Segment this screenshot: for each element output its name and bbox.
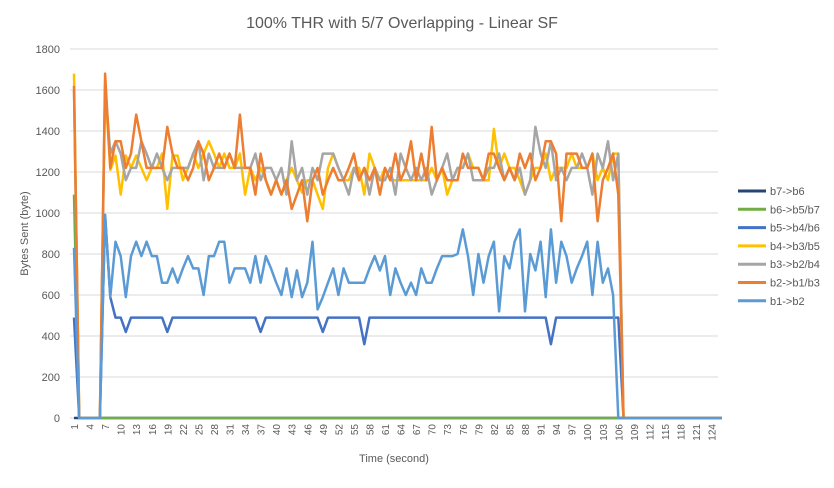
x-tick-label-16: 16 (148, 424, 159, 436)
y-axis-label: Bytes Sent (byte) (19, 191, 31, 275)
x-tick-label-124: 124 (708, 424, 719, 441)
series-line-6 (72, 213, 722, 420)
x-tick-label-22: 22 (179, 424, 190, 436)
x-tick-label-37: 37 (257, 424, 268, 436)
x-tick-label-52: 52 (334, 424, 345, 436)
x-tick-label-82: 82 (490, 424, 501, 436)
legend-label-5: b2->b1/b3 (770, 278, 820, 290)
x-tick-label-34: 34 (241, 424, 252, 436)
x-tick-label-40: 40 (272, 424, 283, 436)
y-tick-label-1600: 1600 (36, 85, 60, 97)
x-tick-label-58: 58 (365, 424, 376, 436)
y-tick-label-800: 800 (42, 249, 60, 261)
x-tick-label-88: 88 (521, 424, 532, 436)
series-line-5 (72, 72, 722, 420)
gridlines (70, 48, 718, 419)
series-lines (72, 72, 722, 420)
x-tick-label-43: 43 (288, 424, 299, 436)
chart-title: 100% THR with 5/7 Overlapping - Linear S… (246, 15, 558, 32)
x-tick-label-4: 4 (86, 424, 97, 430)
x-tick-label-1: 1 (70, 424, 81, 430)
x-tick-label-106: 106 (614, 424, 625, 441)
legend-label-2: b5->b4/b6 (770, 223, 820, 235)
series-line-3 (72, 73, 722, 420)
x-tick-label-109: 109 (630, 424, 641, 441)
series-line-4 (72, 84, 722, 420)
x-tick-label-97: 97 (568, 424, 579, 436)
x-tick-label-31: 31 (226, 424, 237, 436)
y-tick-label-1400: 1400 (36, 126, 60, 138)
y-tick-label-1000: 1000 (36, 208, 60, 220)
y-tick-label-1800: 1800 (36, 44, 60, 56)
x-tick-label-112: 112 (645, 424, 656, 440)
y-tick-label-600: 600 (42, 290, 60, 302)
x-tick-label-61: 61 (381, 424, 392, 436)
y-tick-label-0: 0 (54, 413, 60, 425)
x-tick-label-85: 85 (505, 424, 516, 436)
x-tick-label-46: 46 (303, 424, 314, 436)
x-tick-label-28: 28 (210, 424, 221, 436)
y-axis-ticks: 0 200 400 600 800 1000 1200 1400 1600 1800 (36, 44, 60, 425)
x-axis-label: Time (second) (359, 453, 429, 465)
x-tick-label-118: 118 (677, 424, 688, 440)
x-tick-label-10: 10 (117, 424, 128, 436)
x-tick-label-67: 67 (412, 424, 423, 436)
y-tick-label-400: 400 (42, 331, 60, 343)
x-tick-label-25: 25 (194, 424, 205, 436)
legend-label-4: b3->b2/b4 (770, 259, 820, 271)
legend-label-3: b4->b3/b5 (770, 241, 820, 253)
series-line-1 (72, 194, 722, 420)
x-tick-label-100: 100 (583, 424, 594, 441)
x-tick-label-55: 55 (350, 424, 361, 436)
x-tick-label-19: 19 (163, 424, 174, 436)
x-tick-label-76: 76 (459, 424, 470, 436)
x-tick-label-121: 121 (692, 424, 703, 441)
x-axis-ticks: 1 4 7 10 13 16 19 22 25 28 31 34 37 40 43 46 49 52 55 58 61 6… (70, 424, 719, 441)
x-tick-label-73: 73 (443, 424, 454, 436)
x-tick-label-91: 91 (537, 424, 548, 436)
legend-label-0: b7->b6 (770, 186, 805, 198)
x-tick-label-115: 115 (661, 424, 672, 440)
legend: b7->b6 b6->b5/b7 b5->b4/b6 b4->b3/b5 b3->b2/… (738, 186, 820, 308)
x-tick-label-13: 13 (132, 424, 143, 436)
series-line-2 (72, 213, 722, 420)
legend-label-6: b1->b2 (770, 296, 805, 308)
y-tick-label-200: 200 (42, 372, 60, 384)
x-tick-label-70: 70 (428, 424, 439, 436)
x-tick-label-79: 79 (474, 424, 485, 436)
x-tick-label-103: 103 (599, 424, 610, 441)
x-tick-label-49: 49 (319, 424, 330, 436)
x-tick-label-94: 94 (552, 424, 563, 436)
legend-label-1: b6->b5/b7 (770, 204, 820, 216)
x-tick-label-7: 7 (101, 424, 112, 430)
y-tick-label-1200: 1200 (36, 167, 60, 179)
x-tick-label-64: 64 (397, 424, 408, 436)
